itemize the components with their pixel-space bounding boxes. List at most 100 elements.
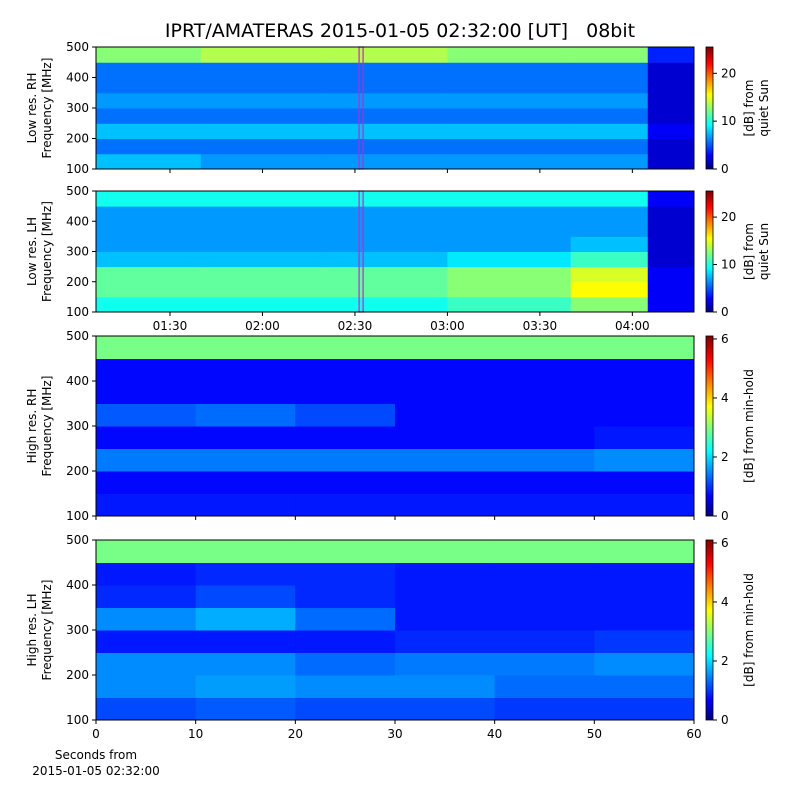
heatmap-cell xyxy=(295,403,396,427)
heatmap-cell xyxy=(647,62,695,78)
heatmap-cell xyxy=(494,448,595,472)
heatmap-cell xyxy=(96,62,202,78)
x-tick-label: 04:00 xyxy=(615,319,650,333)
heatmap-cell xyxy=(324,138,448,155)
heatmap-cell xyxy=(96,206,202,222)
heatmap-cell xyxy=(295,697,396,721)
chart-title: IPRT/AMATERAS 2015-01-05 02:32:00 [UT] 0… xyxy=(165,20,635,42)
heatmap-cell xyxy=(447,92,572,109)
heatmap-cell xyxy=(295,630,396,653)
heatmap-cell xyxy=(395,448,496,472)
x-tick-label: 60 xyxy=(686,727,701,741)
heatmap-cell xyxy=(195,675,296,698)
heatmap-cell xyxy=(594,493,695,517)
heatmap-cell xyxy=(96,358,197,382)
heatmap-cell xyxy=(494,585,595,608)
heatmap-cell xyxy=(447,138,572,155)
heatmap-cell xyxy=(195,471,296,494)
y-tick-label: 400 xyxy=(66,71,89,85)
heatmap-cell xyxy=(200,47,325,63)
heatmap-cell xyxy=(200,221,325,237)
y-axis-label: Frequency [MHz] xyxy=(40,58,54,159)
heatmap-cell xyxy=(494,471,595,494)
heatmap-cell xyxy=(594,562,695,586)
heatmap-cell xyxy=(96,221,202,237)
y-tick-label: 400 xyxy=(66,374,89,388)
heatmap-cell xyxy=(395,697,496,721)
y-axis-label: Frequency [MHz] xyxy=(40,201,54,302)
y-tick-label: 500 xyxy=(66,184,89,198)
colorbar-tick-label: 0 xyxy=(721,713,729,727)
x-tick-label: 0 xyxy=(92,727,100,741)
colorbar-label: quiet Sun xyxy=(757,223,771,280)
heatmap-cell xyxy=(570,77,649,94)
heatmap-cell xyxy=(594,358,695,382)
heatmap-cell xyxy=(594,471,695,494)
heatmap-cell xyxy=(395,652,496,676)
heatmap-cell xyxy=(295,358,396,382)
heatmap-cell xyxy=(324,77,448,94)
heatmap-cell xyxy=(570,266,649,283)
heatmap-cell xyxy=(96,336,197,359)
heatmap-cell xyxy=(594,403,695,427)
y-axis-label: Frequency [MHz] xyxy=(40,580,54,681)
heatmap-cell xyxy=(324,266,448,283)
heatmap-cell xyxy=(96,562,197,586)
heatmap-cell xyxy=(324,296,448,313)
heatmap-cell xyxy=(395,471,496,494)
heatmap-cell xyxy=(570,47,649,63)
heatmap-cell xyxy=(96,426,197,449)
heatmap-cell xyxy=(494,675,595,698)
heatmap-cell xyxy=(570,62,649,78)
heatmap-cell xyxy=(295,675,396,698)
y-tick-label: 100 xyxy=(66,509,89,523)
heatmap-cell xyxy=(96,123,202,139)
heatmap-cell xyxy=(195,540,296,563)
heatmap-cell xyxy=(570,206,649,222)
heatmap-cell xyxy=(96,493,197,517)
heatmap-cell xyxy=(647,77,695,94)
heatmap-cell xyxy=(195,426,296,449)
heatmap-cell xyxy=(594,448,695,472)
heatmap-cell xyxy=(395,426,496,449)
y-tick-label: 200 xyxy=(66,275,89,289)
heatmap-cell xyxy=(295,493,396,517)
heatmap-cell xyxy=(96,138,202,155)
heatmap-cell xyxy=(494,336,595,359)
heatmap-cell xyxy=(570,108,649,124)
heatmap-cell xyxy=(195,493,296,517)
heatmap-cell xyxy=(96,471,197,494)
heatmap-cell xyxy=(195,562,296,586)
heatmap-cell xyxy=(494,403,595,427)
heatmap-cell xyxy=(96,675,197,698)
x-axis-label: Seconds from xyxy=(55,748,137,762)
heatmap-cell xyxy=(395,540,496,563)
heatmap-cell xyxy=(96,281,202,298)
heatmap-cell xyxy=(395,493,496,517)
x-tick-label: 50 xyxy=(587,727,602,741)
heatmap-cell xyxy=(594,630,695,653)
heatmap-cell xyxy=(96,697,197,721)
heatmap-cell xyxy=(447,62,572,78)
heatmap-cell xyxy=(395,585,496,608)
y-tick-label: 500 xyxy=(66,533,89,547)
y-tick-label: 300 xyxy=(66,623,89,637)
heatmap-cell xyxy=(195,585,296,608)
colorbar-tick-label: 20 xyxy=(721,210,736,224)
heatmap-cell xyxy=(494,697,595,721)
y-tick-label: 300 xyxy=(66,245,89,259)
heatmap-cell xyxy=(200,92,325,109)
colorbar-tick-label: 10 xyxy=(721,114,736,128)
heatmap-cell xyxy=(647,138,695,155)
colorbar-tick-label: 4 xyxy=(721,391,729,405)
heatmap-cell xyxy=(96,108,202,124)
heatmap-cell xyxy=(195,630,296,653)
heatmap-cell xyxy=(447,236,572,252)
heatmap-cell xyxy=(96,236,202,252)
heatmap-cell xyxy=(96,77,202,94)
colorbar-tick-label: 20 xyxy=(721,66,736,80)
heatmap-cell xyxy=(96,47,202,63)
heatmap-cell xyxy=(200,251,325,268)
heatmap-cell xyxy=(647,123,695,139)
y-tick-label: 200 xyxy=(66,464,89,478)
